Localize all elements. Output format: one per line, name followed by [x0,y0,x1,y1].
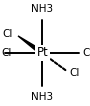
Text: Pt: Pt [36,47,48,59]
Text: Cl: Cl [83,48,90,58]
Text: Cl: Cl [2,48,12,58]
Text: Cl: Cl [69,68,80,78]
Text: NH3: NH3 [31,92,53,102]
Text: Cl: Cl [2,29,13,39]
Text: NH3: NH3 [31,4,53,14]
Polygon shape [18,36,44,55]
